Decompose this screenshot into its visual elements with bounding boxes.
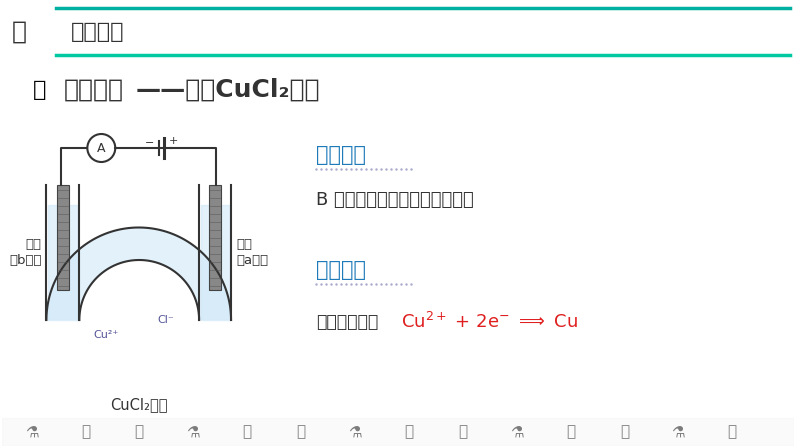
Text: ⚗: ⚗ <box>510 425 523 439</box>
Text: 🔬: 🔬 <box>404 425 414 439</box>
Text: ——电解CuCl₂溶液: ——电解CuCl₂溶液 <box>135 78 320 102</box>
Text: 🧫: 🧫 <box>33 80 46 100</box>
Text: A: A <box>97 141 106 154</box>
Text: 🧪: 🧪 <box>12 20 27 44</box>
Text: 🔬: 🔬 <box>566 425 575 439</box>
Polygon shape <box>46 227 231 320</box>
Text: Cu²⁺: Cu²⁺ <box>94 330 119 340</box>
Text: Cu$^{2+}$ + 2e$^{-}$ $\Longrightarrow$ Cu: Cu$^{2+}$ + 2e$^{-}$ $\Longrightarrow$ C… <box>401 312 578 332</box>
Text: ⚗: ⚗ <box>25 425 38 439</box>
Text: 🧪: 🧪 <box>81 425 90 439</box>
Bar <box>57 185 69 290</box>
Text: −: − <box>145 138 154 148</box>
Text: ⚗: ⚗ <box>187 425 200 439</box>
Text: 石墨: 石墨 <box>25 239 41 252</box>
Text: Cl⁻: Cl⁻ <box>158 315 175 325</box>
Bar <box>209 185 221 290</box>
Text: 知识精讲: 知识精讲 <box>71 22 125 42</box>
Text: 实验探究: 实验探究 <box>64 78 123 102</box>
Text: 🧪: 🧪 <box>458 425 467 439</box>
Text: 🧫: 🧫 <box>620 425 629 439</box>
Text: B 极上逐渐覆盖了一层红色物质: B 极上逐渐覆盖了一层红色物质 <box>316 191 474 209</box>
Text: 实验现象: 实验现象 <box>316 145 366 165</box>
Text: +: + <box>168 136 178 146</box>
Text: ⚗: ⚗ <box>672 425 685 439</box>
Text: 🔬: 🔬 <box>727 425 737 439</box>
Text: 石墨: 石墨 <box>236 239 252 252</box>
Text: 实验分析: 实验分析 <box>316 260 366 280</box>
Text: （a极）: （a极） <box>236 253 268 267</box>
Text: 🧪: 🧪 <box>296 425 306 439</box>
Text: CuCl₂溶液: CuCl₂溶液 <box>110 397 168 413</box>
Text: ⚗: ⚗ <box>348 425 361 439</box>
Text: 🔬: 🔬 <box>135 425 144 439</box>
Text: 🧫: 🧫 <box>242 425 252 439</box>
Text: 析出金属铜：: 析出金属铜： <box>316 313 378 331</box>
Text: （b极）: （b极） <box>9 253 41 267</box>
